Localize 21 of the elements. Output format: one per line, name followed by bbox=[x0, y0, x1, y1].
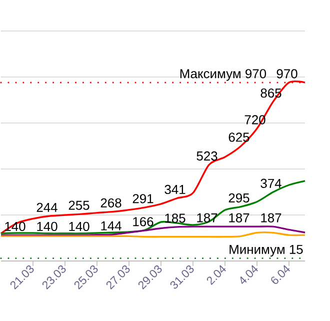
data-label: 144 bbox=[101, 221, 122, 230]
x-tick-label: 4.04 bbox=[240, 265, 258, 284]
ref-line-label: Максимум 970 bbox=[180, 69, 266, 81]
data-label: 255 bbox=[68, 200, 90, 210]
data-label: 523 bbox=[196, 151, 218, 161]
data-label: 291 bbox=[132, 194, 154, 204]
data-label: 244 bbox=[36, 202, 58, 212]
data-label: 140 bbox=[37, 222, 58, 232]
data-label: 185 bbox=[165, 214, 186, 223]
data-label: 187 bbox=[261, 213, 282, 222]
data-label: 341 bbox=[164, 184, 186, 194]
data-label: 625 bbox=[228, 132, 250, 142]
data-label: 166 bbox=[133, 217, 154, 226]
data-label: 268 bbox=[100, 198, 122, 208]
ref-line-label: Минимум 15 bbox=[230, 244, 303, 257]
data-label: 140 bbox=[69, 222, 90, 232]
data-label: 970 bbox=[276, 69, 298, 78]
data-label: 295 bbox=[228, 193, 250, 203]
x-tick-label: 6.04 bbox=[271, 265, 290, 284]
data-label: 374 bbox=[260, 178, 282, 188]
data-label: 187 bbox=[229, 213, 250, 222]
